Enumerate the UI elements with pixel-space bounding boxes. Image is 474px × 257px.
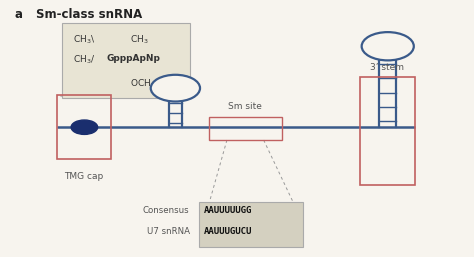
Text: AAUUUGUCU: AAUUUGUCU (204, 227, 252, 236)
Text: Consensus: Consensus (143, 206, 190, 215)
Circle shape (71, 120, 98, 134)
Text: Sm site: Sm site (228, 102, 262, 111)
Text: CH$_3$/: CH$_3$/ (73, 54, 96, 67)
Text: TMG cap: TMG cap (64, 172, 104, 181)
Text: a: a (14, 8, 22, 21)
Text: Sm-class snRNA: Sm-class snRNA (36, 8, 142, 21)
Text: GpppApNp: GpppApNp (107, 54, 161, 63)
FancyBboxPatch shape (199, 202, 303, 247)
Text: 3’ stem: 3’ stem (371, 63, 404, 72)
Text: U7 snRNA: U7 snRNA (146, 227, 190, 236)
Text: CH$_3$: CH$_3$ (130, 33, 149, 46)
Text: AAUUUUUGG: AAUUUUUGG (204, 206, 252, 215)
Text: CH$_3$\: CH$_3$\ (73, 33, 96, 46)
FancyBboxPatch shape (62, 23, 190, 98)
Circle shape (151, 75, 200, 102)
Circle shape (362, 32, 414, 60)
Text: OCH$_3$: OCH$_3$ (130, 77, 156, 90)
